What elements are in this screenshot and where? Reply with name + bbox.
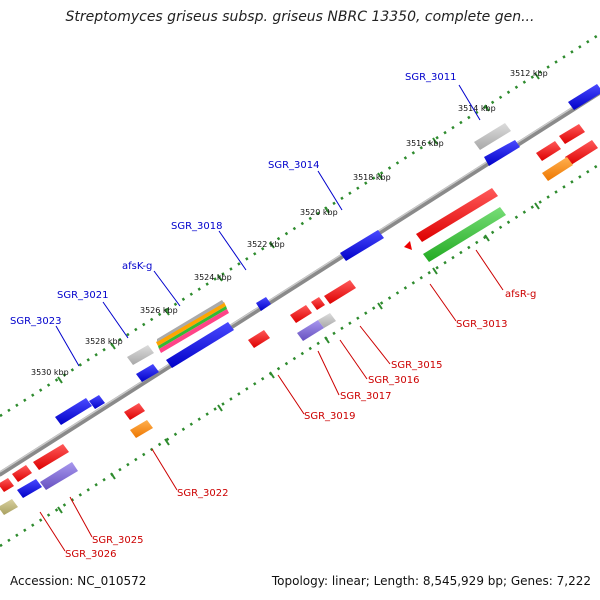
gene-arrow — [17, 479, 42, 498]
tick-label: 3514 kbp — [458, 104, 496, 113]
gene-arrow — [130, 420, 153, 438]
tick-label: 3512 kbp — [510, 69, 548, 78]
gene-arrow — [248, 330, 270, 348]
tick-label: 3518 kbp — [353, 173, 391, 182]
tick-label: 3526 kbp — [140, 306, 178, 315]
gene-label: afsK-g — [122, 261, 152, 272]
gene-label: SGR_3016 — [368, 375, 420, 386]
gene-arrow — [166, 322, 234, 368]
gene-arrow — [127, 345, 154, 365]
gene-label: SGR_3017 — [340, 391, 392, 402]
gene-arrow — [12, 465, 32, 482]
tick-label: 3520 kbp — [300, 208, 338, 217]
gene-arrow — [559, 124, 585, 144]
gene-label: SGR_3025 — [92, 535, 144, 546]
forward-gene-labels: SGR_3011 SGR_3014 SGR_3018 afsK-g SGR_30… — [10, 72, 457, 327]
gene-arrow — [474, 123, 511, 150]
gene-arrow — [318, 313, 336, 328]
forward-genes — [55, 84, 600, 425]
gene-label: SGR_3022 — [177, 488, 229, 499]
gene-arrow — [565, 140, 598, 165]
gene-arrow — [290, 305, 312, 323]
gene-arrow — [55, 398, 92, 425]
gene-label: SGR_3014 — [268, 160, 320, 171]
gene-arrow — [136, 364, 159, 382]
accession-text: Accession: NC_010572 — [10, 574, 147, 588]
gene-label: SGR_3019 — [304, 411, 356, 422]
gene-arrow — [297, 320, 324, 341]
tick-label: 3530 kbp — [31, 368, 69, 377]
map-title: Streptomyces griseus subsp. griseus NBRC… — [65, 9, 535, 25]
gene-arrow — [0, 478, 14, 492]
gene-arrow — [311, 297, 325, 310]
tick-label: 3524 kbp — [194, 273, 232, 282]
tick-label: 3522 kbp — [247, 240, 285, 249]
gene-arrow — [89, 395, 105, 409]
gene-arrow — [340, 230, 384, 261]
reverse-label-leaders — [39, 249, 504, 552]
gene-label: SGR_3015 — [391, 360, 443, 371]
reverse-gene-labels: afsR-g SGR_3013 SGR_3015 SGR_3016 SGR_30… — [65, 289, 536, 560]
forward-label-leaders — [55, 84, 481, 367]
gene-label: afsR-g — [505, 289, 536, 300]
gene-arrow — [124, 403, 145, 420]
gene-arrow — [158, 306, 227, 349]
gene-label: SGR_3018 — [171, 221, 223, 232]
gene-arrow — [542, 157, 573, 181]
tick-label: 3516 kbp — [406, 139, 444, 148]
gene-arrow — [156, 302, 226, 346]
genome-summary-text: Topology: linear; Length: 8,545,929 bp; … — [271, 574, 591, 588]
gene-arrow — [157, 300, 224, 342]
gene-label: SGR_3026 — [65, 549, 117, 560]
gene-arrow — [324, 280, 356, 304]
gene-label: SGR_3011 — [405, 72, 457, 83]
tick-labels: 3512 kbp 3514 kbp 3516 kbp 3518 kbp 3520… — [31, 69, 548, 377]
gene-arrow — [0, 499, 18, 515]
gene-arrow — [423, 207, 506, 262]
gene-arrow — [404, 241, 412, 250]
reverse-track-dotted — [0, 162, 600, 548]
gene-arrow — [33, 444, 69, 470]
gene-label: SGR_3013 — [456, 319, 508, 330]
gene-arrow — [536, 141, 561, 161]
gene-arrow — [484, 140, 520, 166]
gene-label: SGR_3023 — [10, 316, 62, 327]
gene-arrow — [40, 462, 78, 490]
gene-arrow — [159, 309, 229, 353]
gene-arrow — [416, 188, 498, 242]
forward-track-dotted — [0, 32, 600, 418]
reverse-genes — [0, 124, 598, 515]
gene-arrow — [256, 297, 271, 311]
tick-label: 3528 kbp — [85, 337, 123, 346]
gene-arrow — [568, 84, 600, 110]
gene-label: SGR_3021 — [57, 290, 109, 301]
major-ticks — [57, 72, 540, 514]
